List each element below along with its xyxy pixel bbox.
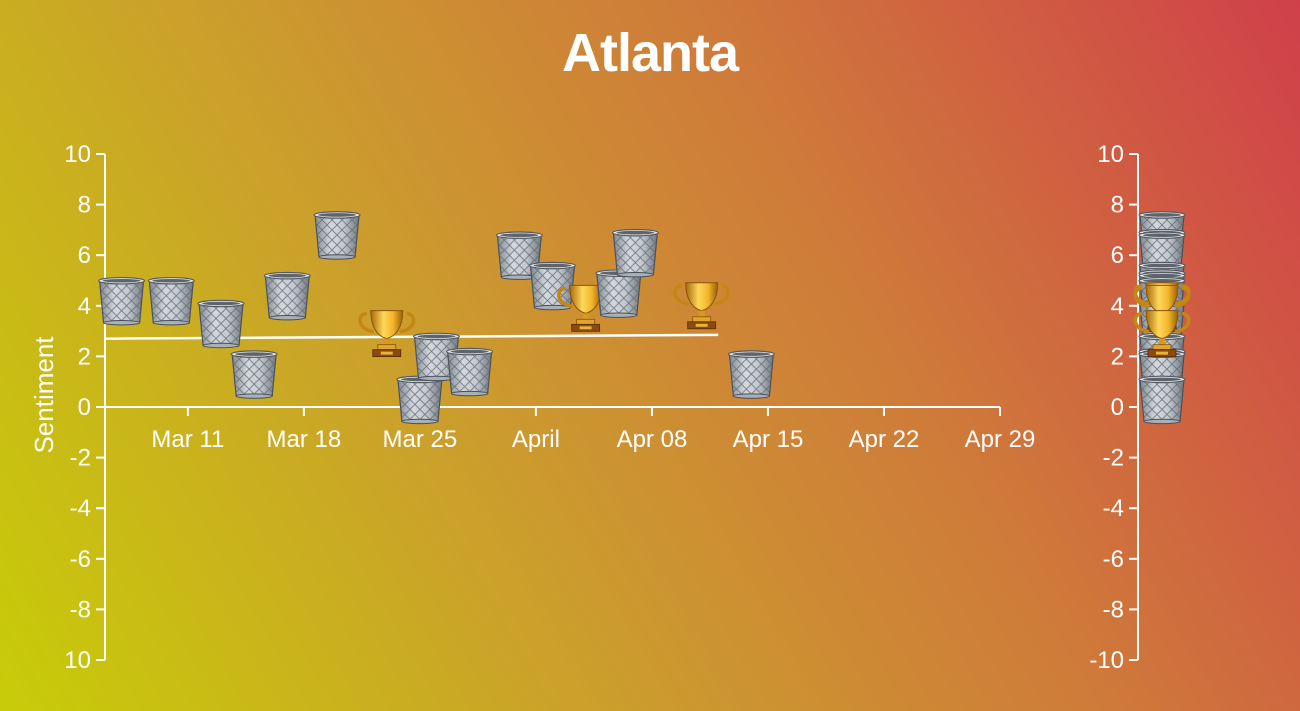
distribution-panel: 10 8 6 4 2 0 -2 -4 -6 -8 -10 [1089, 141, 1191, 674]
side-y-tick-label: 2 [1111, 343, 1124, 370]
x-tick-label: Mar 25 [383, 426, 458, 453]
trend-line [104, 333, 719, 340]
x-tick-label: Apr 15 [733, 426, 804, 453]
y-tick-label: 0 [78, 394, 91, 421]
side-y-tick-label: -4 [1103, 495, 1124, 522]
trash-bin-marker [446, 347, 494, 397]
side-y-tick-label: 6 [1111, 242, 1124, 269]
y-tick-label: -4 [70, 495, 91, 522]
y-axis-label: Sentiment [29, 336, 59, 454]
side-y-tick-label: 10 [1097, 141, 1124, 168]
side-y-tick-label: -2 [1103, 445, 1124, 472]
side-y-tick-label: -6 [1103, 546, 1124, 573]
trash-bin-marker [263, 271, 311, 321]
y-tick-label: -6 [70, 546, 91, 573]
x-tick-label: Apr 22 [849, 426, 920, 453]
trophy-marker [673, 281, 731, 331]
y-tick-label: -8 [70, 596, 91, 623]
side-trash-bin-marker [1138, 375, 1186, 425]
x-tick-label: Apr 29 [965, 426, 1036, 453]
trash-bin-marker [727, 350, 775, 399]
trash-bin-marker [147, 276, 195, 326]
main-plot-panel: 10 8 6 4 2 0 -2 -4 -6 -8 10 Mar 11 Mar 18 Mar 25 April… [64, 141, 1035, 674]
x-tick-label: Mar 18 [267, 426, 342, 453]
x-tick-label: Mar 11 [151, 426, 224, 453]
y-tick-label: 4 [78, 293, 91, 320]
y-tick-label: 2 [78, 343, 91, 370]
trash-bin-marker [197, 299, 245, 349]
side-y-tick-label: -8 [1103, 596, 1124, 623]
trash-bin-marker [611, 228, 659, 278]
y-tick-label: 10 [64, 647, 91, 674]
y-tick-label: -2 [70, 445, 91, 472]
y-tick-label: 6 [78, 242, 91, 269]
chart-title: Atlanta [561, 23, 739, 83]
side-y-tick-label: 0 [1111, 394, 1124, 421]
trophy-marker [358, 308, 416, 359]
trash-bin-marker [396, 375, 444, 425]
x-tick-label: April [512, 426, 560, 453]
y-tick-label: 10 [64, 141, 91, 168]
trash-bin-marker [313, 211, 361, 260]
trash-bin-marker [97, 276, 146, 326]
trash-bin-marker [230, 350, 278, 399]
x-tick-label: Apr 08 [617, 426, 688, 453]
side-y-tick-label: -10 [1089, 647, 1124, 674]
y-tick-label: 8 [78, 192, 91, 219]
side-y-tick-label: 4 [1111, 293, 1124, 320]
trash-bin-marker [528, 261, 577, 311]
side-y-tick-label: 8 [1111, 192, 1124, 219]
